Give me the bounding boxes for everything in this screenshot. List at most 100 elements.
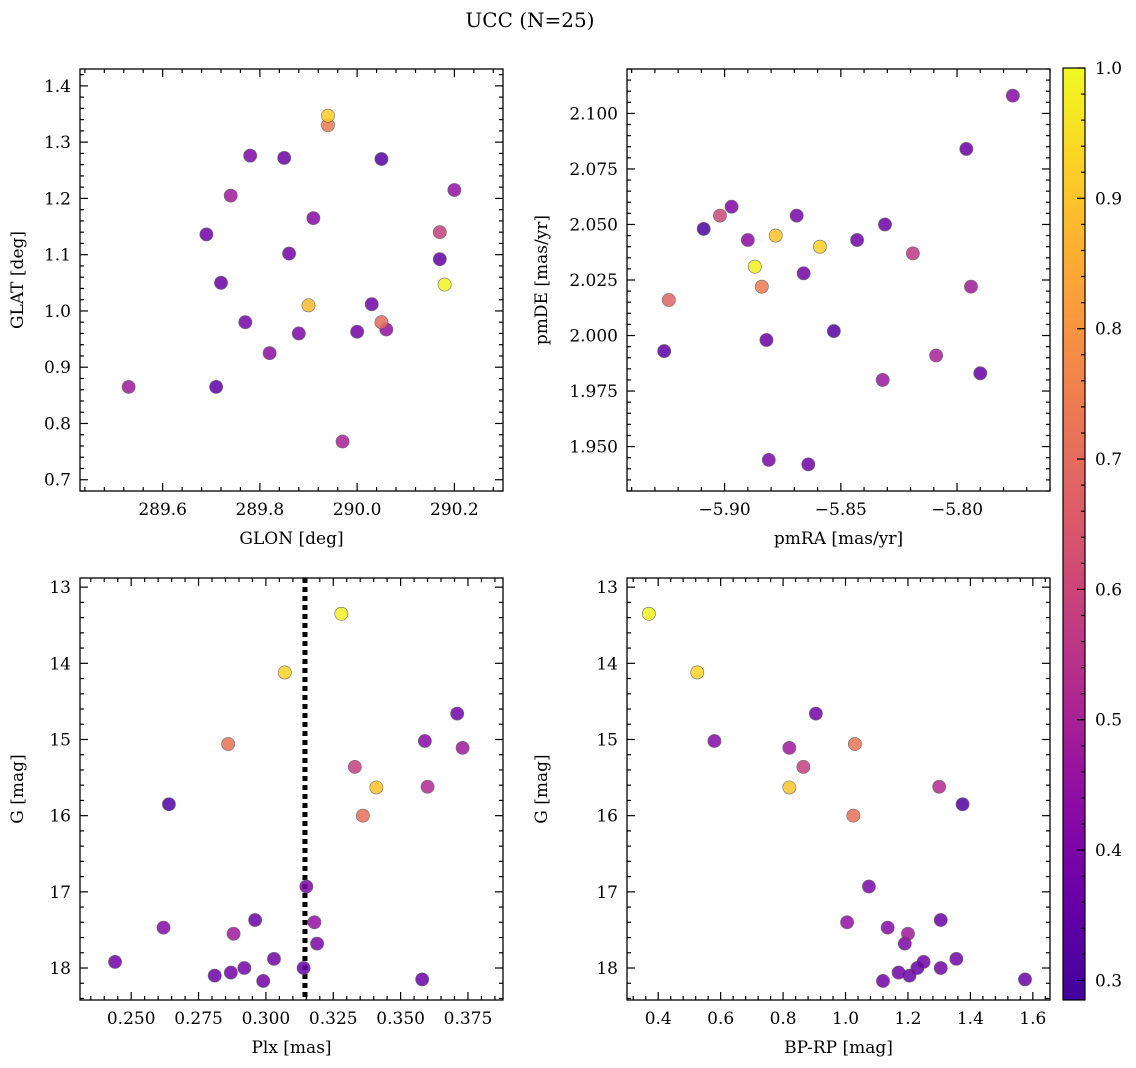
scatter-point [916, 955, 931, 969]
scatter-point [291, 326, 306, 341]
y-tick-label: 14 [596, 654, 618, 674]
scatter-point [199, 227, 214, 242]
scatter-point [964, 279, 978, 294]
x-tick-label: 289.6 [138, 500, 187, 520]
scatter-point [162, 797, 176, 812]
y-axis-label: GLAT [deg] [8, 231, 28, 329]
x-axis-label: BP-RP [mag] [784, 1038, 893, 1058]
scatter-point [214, 275, 228, 290]
scatter-point [973, 366, 988, 381]
scatter-point [207, 968, 222, 983]
x-tick-label: 1.2 [894, 1009, 921, 1029]
scatter-point [955, 797, 970, 812]
scatter-point [1005, 88, 1020, 103]
x-tick-label: 290.0 [333, 500, 382, 520]
panel-bprp-g: 0.4 0.6 0.8 1.0 1.2 1.4 1.6 13 14 15 16 17 18 BP-RP [… [532, 577, 1051, 1058]
scatter-point [374, 152, 389, 166]
axes-frame [79, 577, 504, 1001]
colorbar-tick-label: 0.6 [1095, 580, 1122, 600]
scatter-point [277, 151, 292, 165]
colorbar-gradient [1062, 67, 1086, 1001]
scatter-point [808, 706, 823, 721]
y-tick-label: 1.2 [44, 189, 71, 209]
y-tick-label: 1.950 [569, 438, 618, 458]
scatter-point [661, 293, 676, 307]
y-tick-label: 14 [49, 654, 71, 674]
x-tick-label: 0.275 [174, 1009, 223, 1029]
scatter-point [296, 961, 311, 975]
scatter-point [437, 277, 452, 292]
y-axis-label: pmDE [mas/yr] [532, 215, 552, 345]
x-tick-label: −5.80 [931, 500, 983, 520]
scatter-point [657, 344, 672, 358]
scatter-point [417, 734, 432, 748]
panel-plx-g: 0.250 0.275 0.300 0.325 0.350 0.375 13 14 15 16 17… [8, 577, 504, 1058]
y-tick-label: 0.7 [44, 471, 71, 491]
scatter-point [690, 665, 705, 680]
scatter-point [724, 199, 739, 214]
x-tick-label: 0.6 [707, 1009, 734, 1029]
scatter-point [768, 228, 783, 243]
colorbar-tick-label: 1.0 [1095, 59, 1122, 79]
y-tick-label: 2.000 [569, 327, 618, 347]
scatter-point [1018, 972, 1032, 987]
scatter-point [350, 324, 365, 339]
y-axis-label: G [mag] [532, 754, 552, 823]
y-tick-label: 2.100 [569, 104, 618, 124]
scatter-point [299, 879, 314, 894]
colorbar-tick-label: 0.8 [1095, 320, 1122, 340]
scatter-point [782, 780, 797, 795]
scatter-point [450, 706, 465, 721]
scatter-point [223, 965, 238, 980]
scatter-point [747, 259, 762, 274]
scatter-point [248, 913, 263, 927]
scatter-point [226, 926, 241, 941]
scatter-point [455, 740, 470, 755]
scatter-point [759, 333, 774, 347]
y-tick-label: 1.1 [44, 246, 71, 266]
scatter-point [826, 324, 841, 338]
y-tick-label: 1.0 [44, 302, 71, 322]
scatter-point [707, 734, 722, 748]
scatter-point [641, 606, 656, 621]
scatter-point [696, 222, 711, 236]
scatter-point [267, 951, 281, 966]
panel-glon-glat: 289.6 289.8 290.0 290.2 0.7 0.8 0.9 1.0 1.1 1.2 1.… [8, 68, 504, 549]
scatter-point [237, 961, 252, 975]
x-tick-label: 0.325 [309, 1009, 358, 1029]
y-tick-label: 16 [596, 807, 618, 827]
scatter-point [789, 208, 804, 223]
x-tick-label: 1.0 [832, 1009, 859, 1029]
axes-frame [626, 577, 1051, 1001]
scatter-point [876, 974, 890, 988]
scatter-point [262, 346, 277, 361]
scatter-point [713, 208, 727, 223]
y-tick-label: 2.050 [569, 215, 618, 235]
y-tick-label: 1.4 [44, 77, 71, 97]
scatter-point [891, 965, 906, 980]
scatter-point [108, 955, 122, 969]
y-tick-label: 2.025 [569, 271, 618, 291]
scatter-point [243, 148, 258, 163]
scatter-point [761, 453, 776, 467]
x-tick-label: 0.300 [242, 1009, 291, 1029]
scatter-point [840, 915, 854, 930]
scatter-point [415, 972, 430, 987]
y-tick-label: 15 [596, 730, 618, 750]
scatter-point [813, 239, 827, 254]
colorbar: 0.3 0.4 0.5 0.6 0.7 0.8 0.9 1.0 [1062, 59, 1122, 1001]
scatter-point [905, 246, 920, 261]
x-axis-label: Plx [mas] [251, 1038, 331, 1058]
axes-frame [626, 68, 1051, 492]
y-tick-label: 1.975 [569, 382, 618, 402]
scatter-point [369, 780, 384, 795]
axes-frame [79, 68, 504, 492]
y-tick-label: 0.9 [44, 358, 71, 378]
scatter-point [238, 315, 253, 330]
scatter-point [754, 279, 769, 294]
y-tick-label: 18 [49, 959, 71, 979]
scatter-point [901, 926, 915, 941]
scatter-point [850, 233, 864, 247]
scatter-point [862, 879, 876, 894]
x-tick-label: −5.85 [815, 500, 867, 520]
